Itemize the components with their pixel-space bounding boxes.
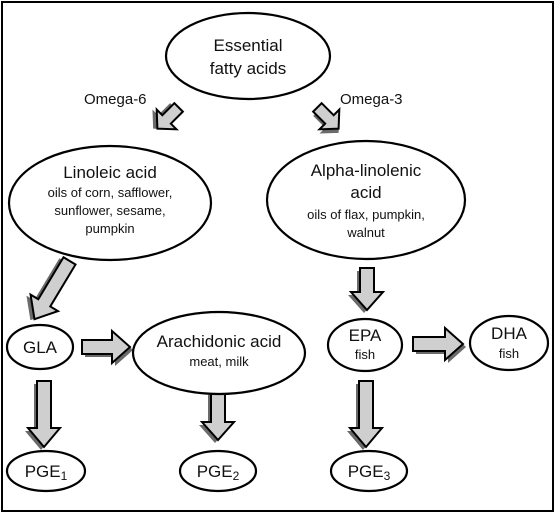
node-pge3: PGE3 bbox=[331, 451, 407, 491]
pge3-subscript: 3 bbox=[384, 469, 391, 483]
node-arachidonic-acid: Arachidonic acid meat, milk bbox=[133, 312, 305, 394]
node-epa: EPA fish bbox=[328, 319, 402, 371]
linoleic-title: Linoleic acid bbox=[63, 163, 157, 182]
dha-title: DHA bbox=[491, 324, 528, 343]
arrow-omega6 bbox=[143, 95, 188, 140]
node-pge2: PGE2 bbox=[180, 451, 256, 491]
arrow-gla-to-pge1 bbox=[25, 381, 60, 450]
linoleic-sub2: sunflower, sesame, bbox=[54, 203, 165, 218]
pge3-base: PGE bbox=[348, 462, 384, 481]
dha-sub: fish bbox=[499, 346, 519, 361]
node-linoleic-acid: Linoleic acid oils of corn, safflower, s… bbox=[9, 146, 211, 260]
arachidonic-title: Arachidonic acid bbox=[157, 332, 282, 351]
omega6-label: Omega-6 bbox=[84, 91, 147, 108]
linoleic-sub3: pumpkin bbox=[85, 221, 134, 236]
omega3-label: Omega-3 bbox=[340, 91, 403, 108]
epa-title: EPA bbox=[349, 326, 382, 345]
pge2-subscript: 2 bbox=[233, 469, 240, 483]
essential-line1: Essential bbox=[214, 36, 283, 55]
pge1-subscript: 1 bbox=[61, 469, 68, 483]
essential-line2: fatty acids bbox=[210, 59, 287, 78]
gla-label: GLA bbox=[23, 338, 58, 357]
arachidonic-sub: meat, milk bbox=[189, 354, 249, 369]
alpha-title2: acid bbox=[350, 183, 381, 202]
alpha-title1: Alpha-linolenic bbox=[311, 161, 422, 180]
pge2-base: PGE bbox=[197, 462, 233, 481]
node-pge1: PGE1 bbox=[7, 451, 85, 491]
node-alpha-linolenic-acid: Alpha-linolenic acid oils of flax, pumpk… bbox=[267, 141, 465, 259]
arrow-gla-to-arachidonic bbox=[82, 331, 133, 366]
node-dha: DHA fish bbox=[470, 316, 548, 370]
alpha-sub1: oils of flax, pumpkin, bbox=[307, 207, 425, 222]
alpha-sub2: walnut bbox=[346, 225, 385, 240]
arrow-epa-to-pge3 bbox=[347, 381, 382, 450]
node-essential-fatty-acids: Essential fatty acids bbox=[166, 13, 330, 99]
node-gla: GLA bbox=[7, 325, 73, 369]
arrow-arachidonic-to-pge2 bbox=[199, 392, 234, 443]
arrow-epa-to-dha bbox=[413, 328, 466, 363]
arrow-alpha-to-epa bbox=[348, 268, 383, 313]
arrow-linoleic-to-gla bbox=[17, 251, 84, 330]
pge1-base: PGE bbox=[25, 462, 61, 481]
linoleic-sub1: oils of corn, safflower, bbox=[48, 185, 173, 200]
epa-sub: fish bbox=[355, 347, 375, 362]
